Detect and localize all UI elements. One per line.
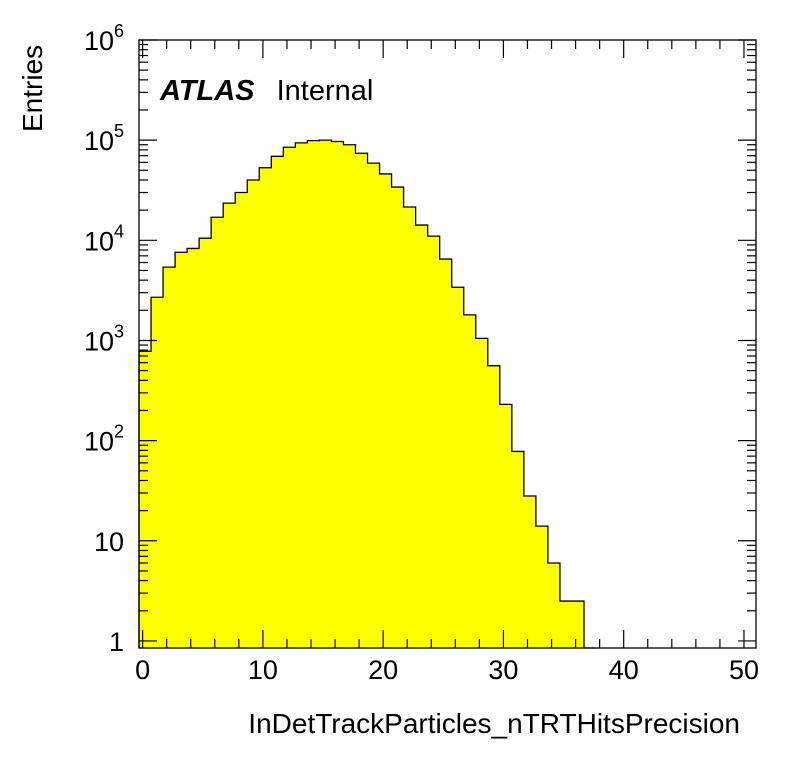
histogram-bar <box>319 140 332 648</box>
y-tick-label: 104 <box>84 221 124 256</box>
histogram-bar <box>283 147 296 648</box>
y-tick-label: 102 <box>84 422 124 457</box>
histogram-bar <box>343 144 356 649</box>
histogram-bar <box>367 163 380 649</box>
histogram-bar <box>307 140 320 648</box>
x-axis-label: InDetTrackParticles_nTRTHitsPrecision <box>248 708 740 739</box>
y-tick-exponent: 5 <box>114 121 124 141</box>
y-tick-exponent: 4 <box>114 221 124 241</box>
x-tick-labels: 0 10 20 30 40 50 <box>135 655 759 685</box>
y-tick-exponent: 3 <box>114 321 124 341</box>
histogram-bar <box>523 495 537 648</box>
y-tick-label: 10 <box>94 527 124 557</box>
histogram-bar <box>187 248 200 649</box>
atlas-label: ATLAS Internal <box>159 75 373 107</box>
histogram-bar <box>547 563 561 648</box>
y-axis-label: Entries <box>17 45 48 132</box>
x-tick-label: 30 <box>488 655 518 685</box>
histogram-bar <box>259 167 272 648</box>
y-tick-exponent: 6 <box>114 21 124 41</box>
y-tick-label: 103 <box>84 321 124 356</box>
histogram-bar <box>199 238 212 648</box>
histogram-bar <box>211 217 224 649</box>
y-tick-label: 1 <box>109 627 124 657</box>
histogram-bar <box>271 156 284 649</box>
y-tick-label: 106 <box>84 21 124 56</box>
histogram-outline <box>138 139 597 649</box>
y-tick-base: 10 <box>84 26 114 56</box>
histogram-bar <box>415 225 429 648</box>
y-tick-label: 105 <box>84 121 124 156</box>
histogram-bar <box>235 192 248 648</box>
histogram-bar <box>223 203 236 648</box>
histogram-bar <box>391 187 404 648</box>
histogram-bar <box>427 236 441 648</box>
histogram-bar <box>163 267 176 648</box>
histogram-bar <box>439 259 453 648</box>
histogram-bar <box>559 601 573 648</box>
y-tick-base: 10 <box>84 126 114 156</box>
histogram-bar <box>151 297 164 648</box>
y-tick-base: 10 <box>94 527 124 557</box>
histogram-bar <box>331 141 344 649</box>
atlas-internal: Internal <box>277 75 374 107</box>
y-tick-base: 1 <box>109 627 124 657</box>
histogram-bar <box>571 601 585 648</box>
histogram-bars <box>139 140 585 649</box>
histogram-bar <box>295 142 308 648</box>
histogram-bar <box>463 314 477 648</box>
y-tick-base: 10 <box>84 427 114 457</box>
histogram-bar <box>511 451 525 648</box>
histogram-bar <box>535 526 549 648</box>
histogram-bar <box>355 153 368 648</box>
x-tick-label: 20 <box>368 655 398 685</box>
atlas-bold: ATLAS <box>159 75 255 107</box>
y-tick-base: 10 <box>84 226 114 256</box>
histogram-bar <box>247 180 260 648</box>
histogram-bar <box>379 173 392 648</box>
histogram-bar <box>451 287 465 648</box>
x-tick-label: 50 <box>729 655 759 685</box>
x-tick-label: 0 <box>135 655 150 685</box>
x-tick-label: 10 <box>248 655 278 685</box>
histogram-bar <box>139 351 152 648</box>
histogram-bar <box>475 338 489 648</box>
histogram-bar <box>175 252 188 648</box>
histogram-bar <box>403 207 417 648</box>
histogram-bar <box>499 404 513 648</box>
x-tick-label: 40 <box>609 655 639 685</box>
plot-frame <box>138 39 757 649</box>
y-tick-base: 10 <box>84 326 114 356</box>
axis-ticks <box>139 39 756 648</box>
y-tick-exponent: 2 <box>114 422 124 442</box>
histogram-bar <box>487 365 501 648</box>
